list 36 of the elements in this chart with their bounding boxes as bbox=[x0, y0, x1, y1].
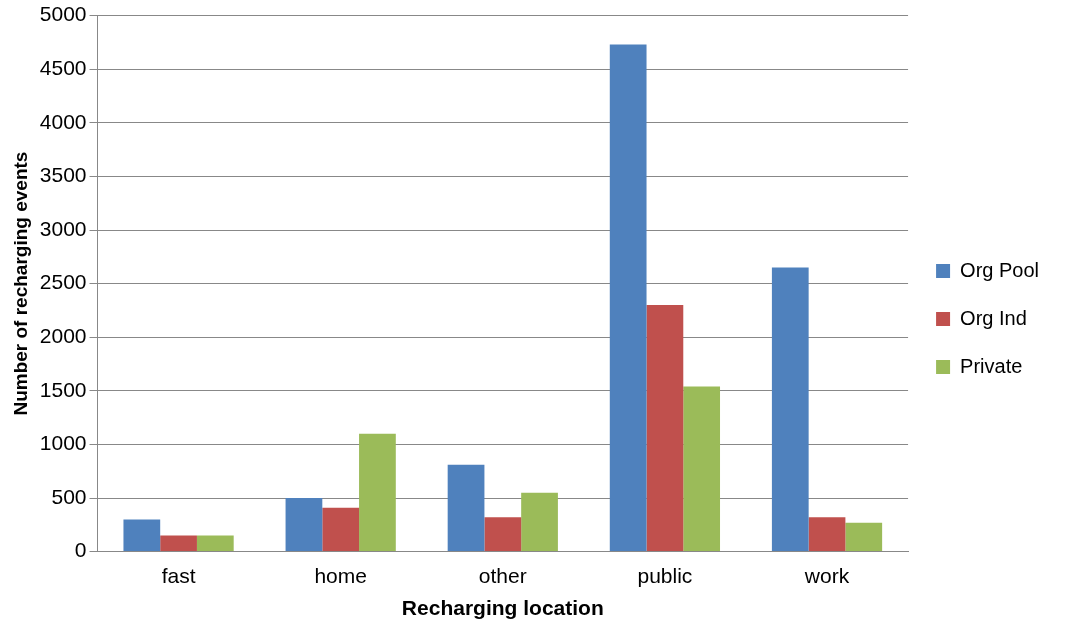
y-tick-label: 1500 bbox=[39, 377, 87, 401]
bar bbox=[845, 522, 883, 552]
y-tick-label: 4500 bbox=[39, 56, 87, 79]
x-tick-label: fast bbox=[161, 564, 196, 587]
y-axis-title: Number of recharging events bbox=[9, 151, 31, 416]
bar bbox=[771, 267, 809, 552]
bar bbox=[322, 507, 360, 552]
x-axis-title: Recharging location bbox=[401, 596, 604, 620]
legend-label: Org Pool bbox=[960, 258, 1040, 281]
y-tick-label: 3500 bbox=[39, 163, 87, 187]
y-tick-label: 4000 bbox=[39, 109, 87, 133]
x-tick-label: public bbox=[637, 564, 693, 587]
bar bbox=[196, 535, 234, 552]
x-tick-label: other bbox=[478, 564, 527, 587]
bar bbox=[160, 535, 197, 552]
bar bbox=[359, 433, 396, 552]
y-tick-label: 500 bbox=[51, 484, 87, 508]
bar bbox=[683, 386, 721, 552]
bar bbox=[484, 517, 522, 552]
bar bbox=[646, 305, 684, 552]
y-tick-label: 2000 bbox=[39, 324, 87, 347]
x-tick-label: work bbox=[803, 564, 850, 587]
legend-label: Private bbox=[960, 354, 1023, 377]
bar bbox=[609, 44, 647, 552]
bar bbox=[521, 492, 558, 552]
y-tick-label: 2500 bbox=[39, 270, 87, 294]
x-tick-label: home bbox=[314, 564, 367, 587]
bar bbox=[123, 519, 161, 552]
bar bbox=[808, 517, 846, 552]
y-tick-label: 5000 bbox=[39, 2, 87, 26]
y-tick-label: 0 bbox=[74, 538, 87, 562]
bar bbox=[447, 464, 485, 552]
bar bbox=[285, 498, 323, 552]
y-tick-label: 3000 bbox=[39, 216, 87, 240]
legend-label: Org Ind bbox=[960, 306, 1027, 329]
y-tick-label: 1000 bbox=[39, 431, 87, 455]
